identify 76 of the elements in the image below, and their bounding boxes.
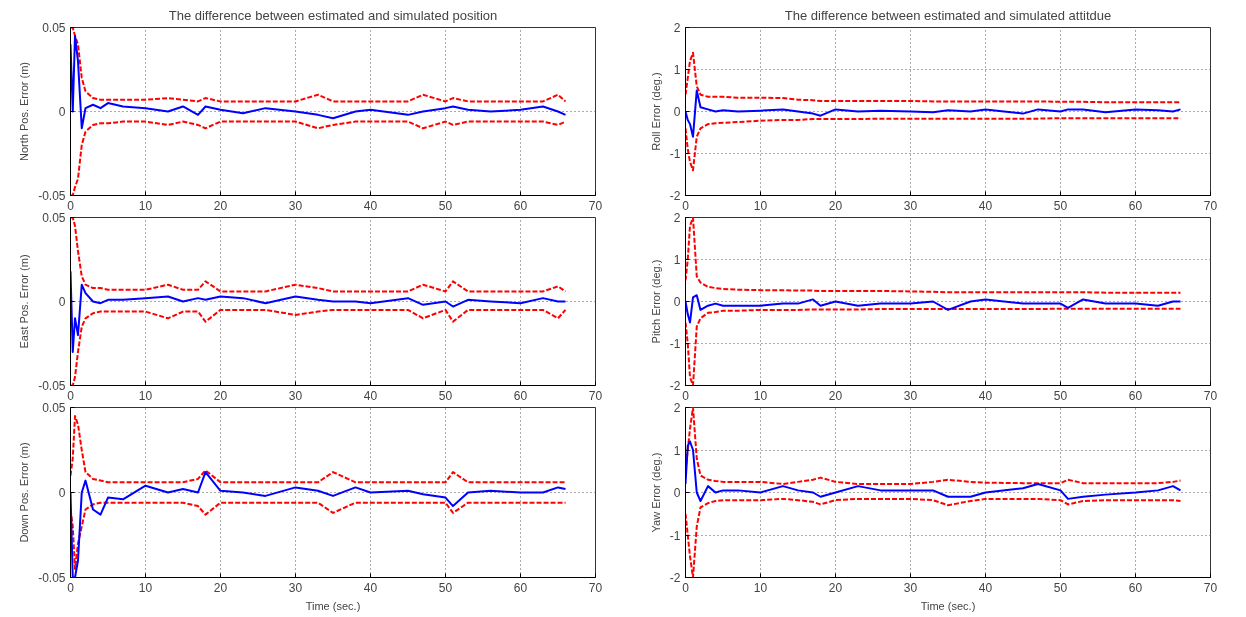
x-tick-label: 40	[363, 580, 378, 595]
y-tick-label: 0.05	[42, 401, 66, 415]
y-tick-label: 2	[673, 401, 681, 415]
x-tick-label: 40	[978, 388, 993, 403]
x-tick-label: 60	[513, 388, 528, 403]
y-tick-label: 2	[673, 21, 681, 35]
y-tick-label: 2	[673, 211, 681, 225]
y-tick-label: -2	[669, 571, 681, 585]
y-tick-label: -1	[669, 337, 681, 351]
x-tick-label: 10	[753, 580, 768, 595]
x-tick-label: 50	[1053, 580, 1068, 595]
y-axis-title: North Pos. Error (m)	[18, 61, 31, 162]
x-tick-label: 10	[753, 198, 768, 213]
x-tick-label: 10	[138, 388, 153, 403]
x-tick-label: 40	[363, 198, 378, 213]
x-tick-label: 10	[753, 388, 768, 403]
x-tick-label: 50	[1053, 388, 1068, 403]
x-axis-title: Time (sec.)	[920, 599, 976, 612]
y-tick-label: 0	[58, 486, 66, 500]
y-tick-label: 1	[673, 443, 681, 458]
y-tick-label: 1	[673, 253, 681, 267]
y-tick-label: 0.05	[42, 211, 66, 225]
x-tick-label: 50	[438, 198, 453, 213]
x-tick-label: 60	[1128, 198, 1143, 213]
x-tick-label: 20	[213, 580, 228, 595]
x-tick-label: 40	[978, 198, 993, 213]
y-tick-label: 0.05	[42, 21, 66, 35]
y-axis-title: Roll Error (deg.)	[649, 72, 662, 151]
x-tick-label: 30	[903, 388, 918, 403]
y-tick-label: -0.05	[38, 189, 66, 203]
y-axis-title: Yaw Error (deg.)	[649, 452, 662, 533]
x-tick-label: 50	[438, 580, 453, 595]
x-tick-label: 40	[978, 580, 993, 595]
y-tick-label: 0	[673, 486, 681, 500]
x-axis-title: Time (sec.)	[305, 599, 361, 612]
y-tick-label: 0	[673, 295, 681, 309]
x-tick-label: 10	[138, 198, 153, 213]
y-tick-label: 0	[58, 105, 66, 119]
x-tick-label: 70	[1203, 198, 1218, 213]
y-tick-label: -2	[669, 189, 681, 203]
x-tick-label: 20	[213, 388, 228, 403]
x-tick-label: 60	[513, 198, 528, 213]
x-tick-label: 40	[363, 388, 378, 403]
y-tick-label: -2	[669, 379, 681, 393]
x-tick-label: 20	[828, 388, 843, 403]
y-tick-label: 0	[58, 295, 66, 309]
x-tick-label: 60	[1128, 388, 1143, 403]
x-tick-label: 70	[588, 198, 603, 213]
x-tick-label: 70	[1203, 580, 1218, 595]
x-tick-label: 20	[213, 198, 228, 213]
x-tick-label: 70	[588, 580, 603, 595]
x-tick-label: 30	[903, 580, 918, 595]
y-tick-label: 0	[673, 105, 681, 119]
x-tick-label: 20	[828, 580, 843, 595]
y-axis-title: Pitch Error (deg.)	[649, 259, 662, 344]
x-tick-label: 50	[1053, 198, 1068, 213]
x-tick-label: 30	[903, 198, 918, 213]
x-tick-label: 60	[513, 580, 528, 595]
x-tick-label: 10	[138, 580, 153, 595]
chart-title: The difference between estimated and simulated attitdue	[784, 7, 1112, 23]
x-tick-label: 70	[588, 388, 603, 403]
y-tick-label: 1	[673, 63, 681, 77]
x-tick-label: 50	[438, 388, 453, 403]
x-tick-label: 70	[1203, 388, 1218, 403]
x-tick-label: 30	[288, 388, 303, 403]
x-tick-label: 60	[1128, 580, 1143, 595]
y-axis-title: East Pos. Error (m)	[18, 254, 31, 349]
y-tick-label: -0.05	[38, 379, 66, 393]
y-tick-label: -1	[669, 528, 681, 543]
x-tick-label: 30	[288, 198, 303, 213]
y-axis-title: Down Pos. Error (m)	[18, 442, 31, 543]
y-tick-label: -0.05	[38, 571, 66, 585]
x-tick-label: 20	[828, 198, 843, 213]
y-tick-label: -1	[669, 147, 681, 161]
x-tick-label: 30	[288, 580, 303, 595]
chart-title: The difference between estimated and simulated position	[168, 7, 498, 23]
